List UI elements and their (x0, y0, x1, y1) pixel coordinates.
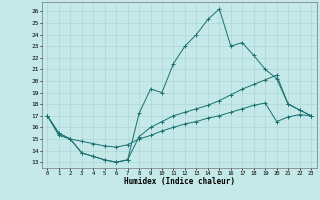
X-axis label: Humidex (Indice chaleur): Humidex (Indice chaleur) (124, 177, 235, 186)
